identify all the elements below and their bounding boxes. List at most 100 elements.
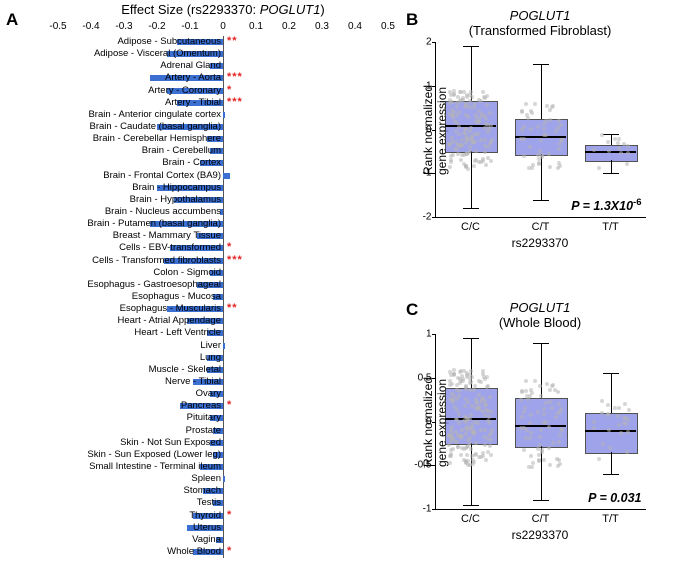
- scatter-point: [453, 147, 457, 151]
- scatter-point: [539, 428, 543, 432]
- x-tick: -0.4: [82, 21, 99, 32]
- tissue-label: Small Intestine - Terminal ileum: [89, 461, 221, 472]
- panel-b: POGLUT1 (Transformed Fibroblast) Rank no…: [410, 8, 670, 268]
- scatter-point: [617, 137, 621, 141]
- effect-bar: [223, 173, 230, 179]
- tissue-row: Skin - Sun Exposed (Lower leg): [58, 449, 388, 461]
- scatter-point: [468, 377, 472, 381]
- scatter-point: [529, 413, 533, 417]
- tissue-row: Nerve - Tibial: [58, 376, 388, 388]
- tissue-row: Cells - Transformed fibroblasts***: [58, 255, 388, 267]
- scatter-point: [470, 95, 474, 99]
- panel-b-pvalue: P = 1.3X10-6: [571, 197, 641, 213]
- tissue-row: Skin - Not Sun Exposed: [58, 437, 388, 449]
- y-tick: 1: [410, 329, 432, 340]
- scatter-point: [530, 111, 534, 115]
- panel-c: POGLUT1 (Whole Blood) Rank normalizedgen…: [410, 300, 670, 560]
- scatter-point: [462, 131, 466, 135]
- scatter-point: [528, 145, 532, 149]
- scatter-point: [449, 448, 453, 452]
- scatter-point: [483, 377, 487, 381]
- tissue-label: Adrenal Gland: [160, 60, 221, 71]
- scatter-point: [488, 444, 492, 448]
- tissue-row: Stomach: [58, 485, 388, 497]
- scatter-point: [542, 458, 546, 462]
- scatter-point: [459, 453, 463, 457]
- tissue-label: Esophagus - Muscularis: [120, 303, 221, 314]
- scatter-point: [451, 400, 455, 404]
- tissue-label: Whole Blood: [167, 546, 221, 557]
- scatter-point: [526, 116, 530, 120]
- x-category: T/T: [602, 221, 619, 233]
- scatter-point: [464, 164, 468, 168]
- scatter-point: [558, 142, 562, 146]
- tissue-row: Brain - Nucleus accumbens: [58, 206, 388, 218]
- scatter-point: [459, 436, 463, 440]
- tissue-row: Heart - Left Ventricle: [58, 327, 388, 339]
- scatter-point: [481, 157, 485, 161]
- scatter-point: [559, 138, 563, 142]
- x-tick: -0.1: [181, 21, 198, 32]
- tissue-label: Brain - Nucleus accumbens: [105, 206, 221, 217]
- tissue-label: Brain - Cerebellum: [142, 145, 221, 156]
- panel-a: Effect Size (rs2293370: POGLUT1) -0.5-0.…: [8, 4, 388, 564]
- scatter-point: [624, 416, 628, 420]
- tissue-label: Esophagus - Mucosa: [132, 291, 221, 302]
- tissue-row: Thyroid*: [58, 509, 388, 521]
- scatter-point: [449, 160, 453, 164]
- tissue-row: Brain - Cerebellum: [58, 145, 388, 157]
- scatter-point: [483, 96, 487, 100]
- significance-stars: **: [227, 302, 238, 314]
- tissue-row: Adrenal Gland: [58, 60, 388, 72]
- tissue-label: Brain - Cerebellar Hemisphere: [93, 133, 221, 144]
- tissue-row: Brain - Caudate (basal ganglia): [58, 121, 388, 133]
- x-category: C/C: [461, 221, 480, 233]
- scatter-point: [545, 382, 549, 386]
- scatter-point: [548, 118, 552, 122]
- scatter-point: [554, 415, 558, 419]
- scatter-point: [460, 428, 464, 432]
- tissue-label: Breast - Mammary Tissue: [113, 230, 221, 241]
- significance-stars: *: [227, 84, 232, 96]
- scatter-point: [556, 166, 560, 170]
- scatter-point: [452, 92, 456, 96]
- y-tick: 0: [410, 124, 432, 135]
- tissue-label: Brain - Putamen (basal ganglia): [87, 218, 221, 229]
- tissue-label: Artery - Tibial: [165, 97, 221, 108]
- tissue-label: Cells - Transformed fibroblasts: [92, 255, 221, 266]
- panel-a-title-suffix: ): [320, 2, 324, 17]
- scatter-point: [548, 463, 552, 467]
- scatter-point: [522, 154, 526, 158]
- tissue-label: Liver: [200, 340, 221, 351]
- tissue-row: Esophagus - Muscularis **: [58, 303, 388, 315]
- scatter-point: [457, 412, 461, 416]
- tissue-label: Brain - Caudate (basal ganglia): [90, 121, 222, 132]
- tissue-label: Artery - Aorta: [165, 72, 221, 83]
- tissue-label: Brain - Cortex: [162, 157, 221, 168]
- scatter-point: [458, 377, 462, 381]
- tissue-row: Brain - Cortex: [58, 157, 388, 169]
- y-tick: -2: [410, 212, 432, 223]
- scatter-point: [597, 166, 601, 170]
- tissue-label: Brain - Anterior cingulate cortex: [88, 109, 221, 120]
- effect-bar: [223, 112, 225, 118]
- scatter-point: [627, 408, 631, 412]
- scatter-point: [548, 165, 552, 169]
- tissue-row: Cells - EBV-transformed*: [58, 242, 388, 254]
- scatter-point: [519, 398, 523, 402]
- scatter-point: [481, 451, 485, 455]
- panel-b-title: POGLUT1 (Transformed Fibroblast): [410, 8, 670, 38]
- scatter-point: [460, 446, 464, 450]
- tissue-label: Adipose - Visceral (Omentum): [94, 48, 221, 59]
- tissue-label: Nerve - Tibial: [165, 376, 221, 387]
- scatter-point: [448, 461, 452, 465]
- tissue-row: Esophagus - Gastroesophageal: [58, 279, 388, 291]
- scatter-point: [488, 421, 492, 425]
- scatter-point: [468, 129, 472, 133]
- tissue-row: Brain - Putamen (basal ganglia): [58, 218, 388, 230]
- tissue-row: Small Intestine - Terminal ileum: [58, 461, 388, 473]
- scatter-point: [459, 158, 463, 162]
- significance-stars: *: [227, 241, 232, 253]
- scatter-point: [600, 399, 604, 403]
- scatter-point: [529, 431, 533, 435]
